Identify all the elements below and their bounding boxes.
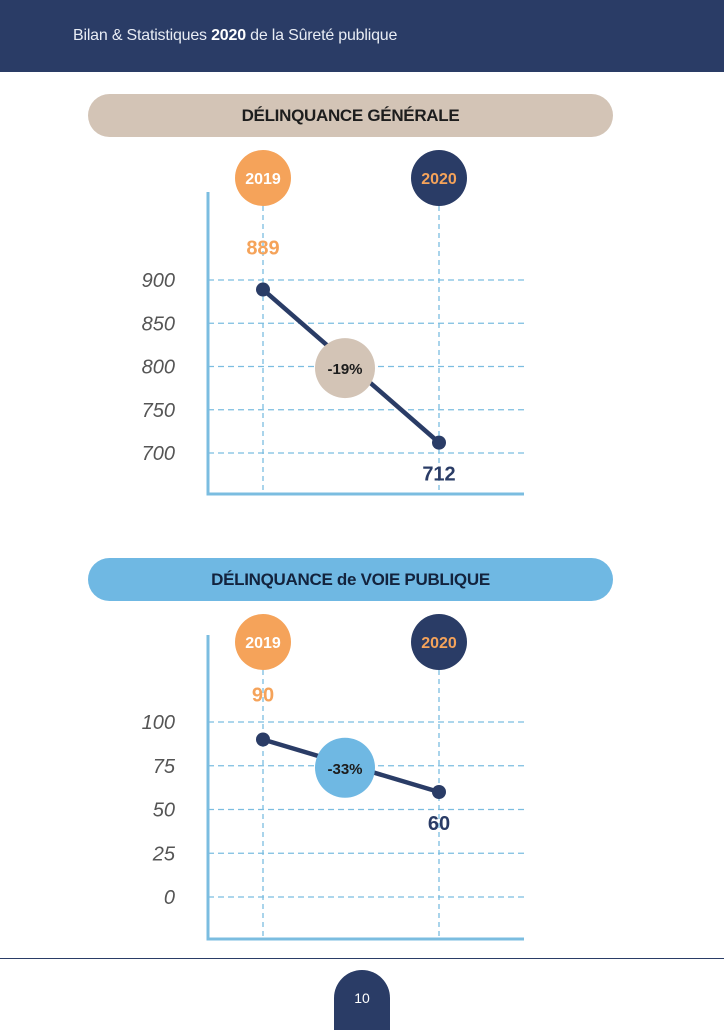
year-label-2019: 2019: [245, 171, 281, 188]
chart-delinquance-voie-publique: 100 75 50 25 0 2019 2020 90 60 -33%: [142, 614, 524, 941]
year-badge-2020: [411, 150, 467, 206]
data-label-2020: 712: [422, 464, 455, 486]
y-tick-label: 0: [164, 887, 175, 909]
y-tick-label: 25: [152, 843, 176, 865]
y-tick-label: 850: [142, 313, 175, 335]
change-label: -33%: [327, 761, 362, 778]
chart2-title: DÉLINQUANCE de VOIE PUBLIQUE: [88, 558, 613, 601]
data-label-2019: 90: [252, 685, 274, 707]
year-badge-2019: [235, 614, 291, 670]
data-point-2019: [256, 282, 270, 297]
year-label-2019: 2019: [245, 635, 281, 652]
data-label-2019: 889: [246, 238, 279, 260]
chart-delinquance-generale: 900 850 800 750 700 2019 2020 889 712 -19%: [142, 150, 524, 496]
year-label-2020: 2020: [421, 171, 457, 188]
header-title-text: Bilan & Statistiques: [73, 27, 212, 44]
data-point-2020: [432, 785, 446, 799]
page-number: 10: [334, 970, 390, 1030]
footer-divider: [0, 958, 724, 959]
page-header: Bilan & Statistiques 2020 de la Sûreté p…: [0, 0, 724, 72]
header-title: Bilan & Statistiques 2020 de la Sûreté p…: [73, 27, 397, 45]
data-point-2020: [432, 435, 446, 450]
y-tick-label: 900: [142, 270, 175, 292]
change-badge: [315, 737, 375, 798]
y-tick-label: 700: [142, 443, 175, 465]
year-badge-2020: [411, 614, 467, 670]
year-label-2020: 2020: [421, 635, 457, 652]
data-label-2020: 60: [428, 813, 450, 835]
y-tick-label: 800: [142, 357, 175, 379]
y-tick-label: 750: [142, 400, 175, 422]
y-tick-label: 75: [153, 756, 176, 778]
chart1-title: DÉLINQUANCE GÉNÉRALE: [88, 94, 613, 137]
change-label: -19%: [327, 361, 362, 378]
y-tick-label: 50: [153, 800, 175, 822]
y-tick-label: 100: [142, 712, 175, 734]
year-badge-2019: [235, 150, 291, 206]
change-badge: [315, 338, 375, 399]
data-point-2019: [256, 732, 270, 747]
header-title-year: 2020: [211, 27, 246, 44]
header-title-text-end: de la Sûreté publique: [245, 27, 398, 44]
